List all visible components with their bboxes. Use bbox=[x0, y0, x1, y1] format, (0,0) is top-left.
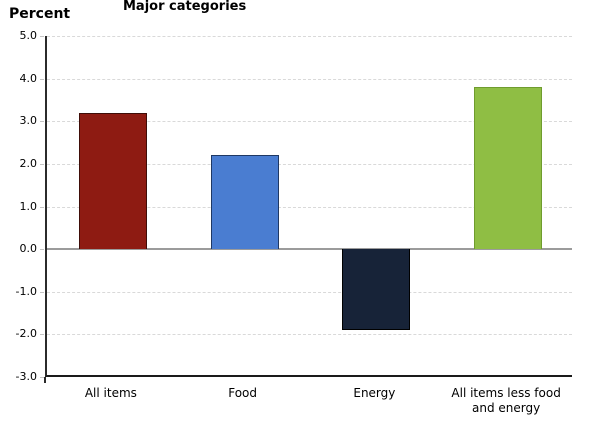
gridline bbox=[47, 36, 572, 37]
y-tick-mark bbox=[40, 377, 44, 378]
gridline bbox=[47, 121, 572, 123]
chart-title: Major categories bbox=[123, 0, 247, 14]
y-tick-label: 2.0 bbox=[19, 156, 38, 170]
y-axis-title: Percent bbox=[9, 6, 71, 22]
y-tick-label: -2.0 bbox=[15, 327, 37, 341]
y-tick-mark bbox=[40, 163, 44, 165]
y-tick-mark bbox=[40, 206, 44, 208]
gridline bbox=[47, 163, 572, 165]
bar-food bbox=[210, 155, 279, 250]
x-tick-label: Food bbox=[228, 386, 258, 400]
y-tick-label: -1.0 bbox=[15, 284, 37, 298]
y-tick-mark bbox=[40, 36, 44, 37]
gridline bbox=[47, 291, 572, 293]
bar-all-items-less-food-and-energy bbox=[474, 87, 543, 250]
y-tick-mark bbox=[40, 121, 44, 123]
y-tick-label: 5.0 bbox=[19, 29, 38, 42]
x-axis-corner-tick bbox=[44, 377, 46, 383]
gridline bbox=[47, 206, 572, 208]
x-tick-label: All items less food and energy bbox=[451, 386, 561, 415]
gridline bbox=[47, 334, 572, 336]
x-tick-label: All items bbox=[84, 386, 137, 400]
bar-energy bbox=[342, 249, 411, 331]
y-tick-label: 4.0 bbox=[19, 71, 38, 85]
zero-line bbox=[47, 248, 572, 251]
y-tick-label: 3.0 bbox=[19, 114, 38, 128]
bar-all-items bbox=[78, 112, 147, 250]
y-tick-label: 0.0 bbox=[19, 242, 38, 256]
plot-area bbox=[45, 36, 572, 377]
y-tick-label: 1.0 bbox=[19, 199, 38, 213]
y-tick-label: -3.0 bbox=[15, 370, 37, 383]
y-tick-mark bbox=[40, 291, 44, 293]
x-tick-label: Energy bbox=[353, 386, 396, 400]
y-tick-mark bbox=[40, 78, 44, 80]
y-tick-mark bbox=[40, 334, 44, 336]
gridline bbox=[47, 78, 572, 80]
y-tick-mark bbox=[40, 249, 44, 251]
